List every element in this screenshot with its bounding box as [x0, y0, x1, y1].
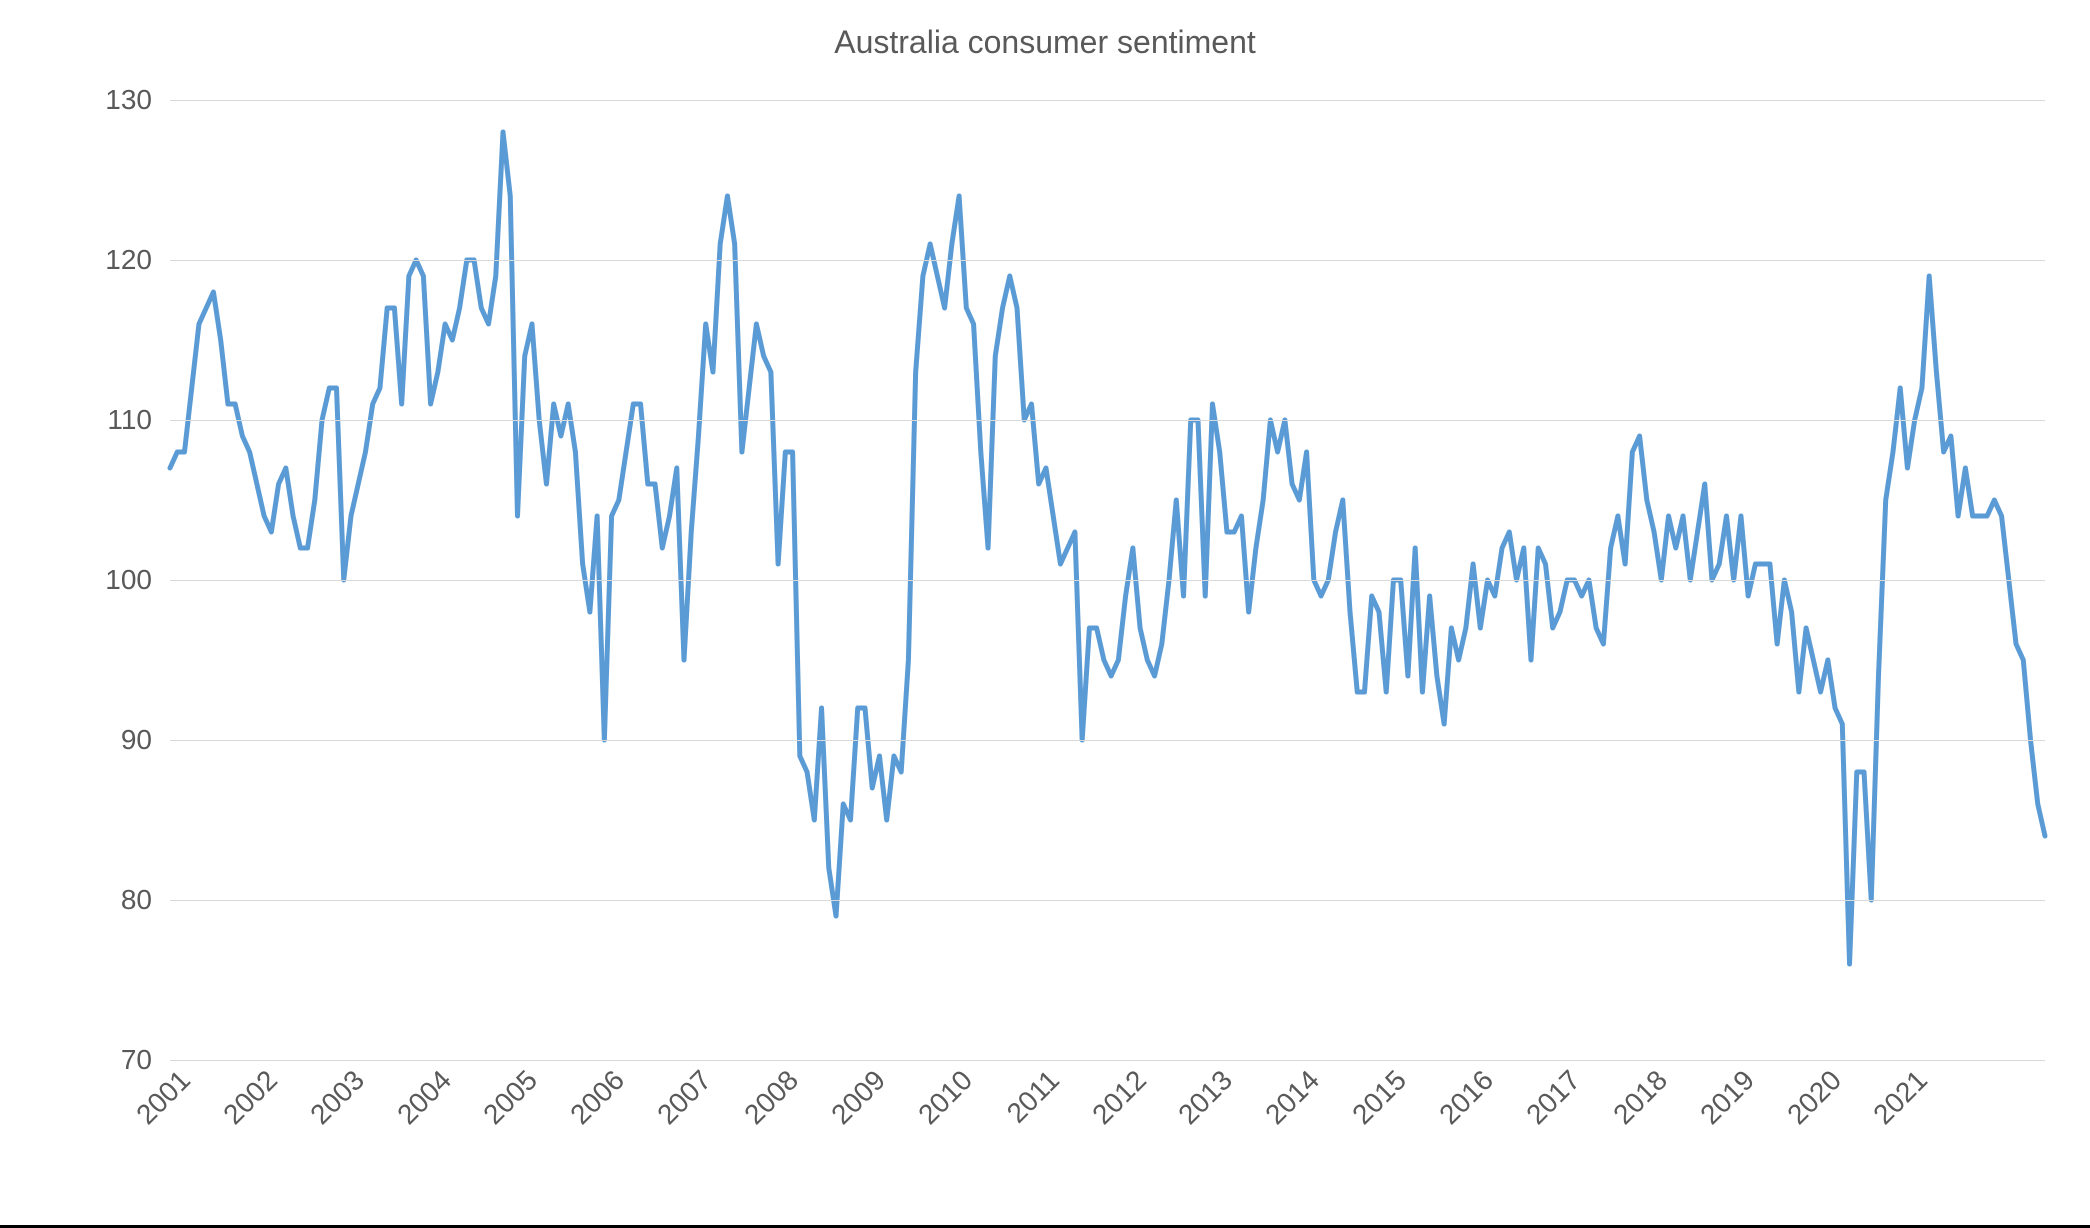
y-tick-label: 90	[121, 724, 170, 756]
grid-line	[170, 100, 2045, 101]
x-tick-label: 2017	[1516, 1060, 1587, 1131]
grid-line	[170, 420, 2045, 421]
x-tick-label: 2002	[213, 1060, 284, 1131]
x-tick-label: 2009	[821, 1060, 892, 1131]
grid-line	[170, 580, 2045, 581]
sentiment-line	[170, 132, 2045, 964]
y-tick-label: 100	[105, 564, 170, 596]
x-tick-label: 2012	[1082, 1060, 1153, 1131]
x-tick-label: 2020	[1777, 1060, 1848, 1131]
grid-line	[170, 260, 2045, 261]
y-tick-label: 110	[107, 404, 170, 436]
y-tick-label: 120	[105, 244, 170, 276]
x-tick-label: 2007	[647, 1060, 718, 1131]
x-tick-label: 2003	[300, 1060, 371, 1131]
chart-title: Australia consumer sentiment	[0, 24, 2090, 61]
x-tick-label: 2019	[1690, 1060, 1761, 1131]
x-tick-label: 2004	[387, 1060, 458, 1131]
grid-line	[170, 900, 2045, 901]
x-tick-label: 2021	[1863, 1060, 1934, 1131]
x-tick-label: 2014	[1255, 1060, 1326, 1131]
x-tick-label: 2006	[560, 1060, 631, 1131]
x-tick-label: 2015	[1342, 1060, 1413, 1131]
x-tick-label: 2010	[908, 1060, 979, 1131]
chart-container: Australia consumer sentiment 70809010011…	[0, 0, 2090, 1228]
y-tick-label: 130	[105, 84, 170, 116]
y-tick-label: 80	[121, 884, 170, 916]
x-tick-label: 2005	[473, 1060, 544, 1131]
grid-line	[170, 740, 2045, 741]
x-tick-label: 2013	[1168, 1060, 1239, 1131]
grid-line	[170, 1060, 2045, 1061]
x-tick-label: 2016	[1429, 1060, 1500, 1131]
plot-area: 7080901001101201302001200220032004200520…	[170, 100, 2045, 1060]
x-tick-label: 2011	[996, 1060, 1065, 1129]
x-tick-label: 2008	[734, 1060, 805, 1131]
x-tick-label: 2018	[1603, 1060, 1674, 1131]
